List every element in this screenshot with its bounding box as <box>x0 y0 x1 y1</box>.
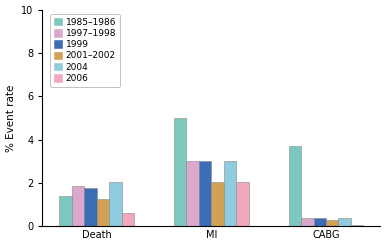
Bar <box>351 225 364 226</box>
Legend: 1985–1986, 1997–1998, 1999, 2001–2002, 2004, 2006: 1985–1986, 1997–1998, 1999, 2001–2002, 2… <box>50 14 120 87</box>
Bar <box>72 186 85 226</box>
Bar <box>174 118 186 226</box>
Y-axis label: % Event rate: % Event rate <box>5 84 15 152</box>
Bar <box>339 218 351 226</box>
Bar <box>199 161 212 226</box>
Bar <box>212 182 224 226</box>
Bar <box>326 220 339 226</box>
Bar <box>301 218 313 226</box>
Bar <box>224 161 236 226</box>
Bar <box>59 196 72 226</box>
Bar <box>236 182 249 226</box>
Bar <box>289 146 301 226</box>
Bar <box>313 218 326 226</box>
Bar <box>122 213 134 226</box>
Bar <box>109 182 122 226</box>
Bar <box>97 199 109 226</box>
Bar <box>186 161 199 226</box>
Bar <box>85 188 97 226</box>
